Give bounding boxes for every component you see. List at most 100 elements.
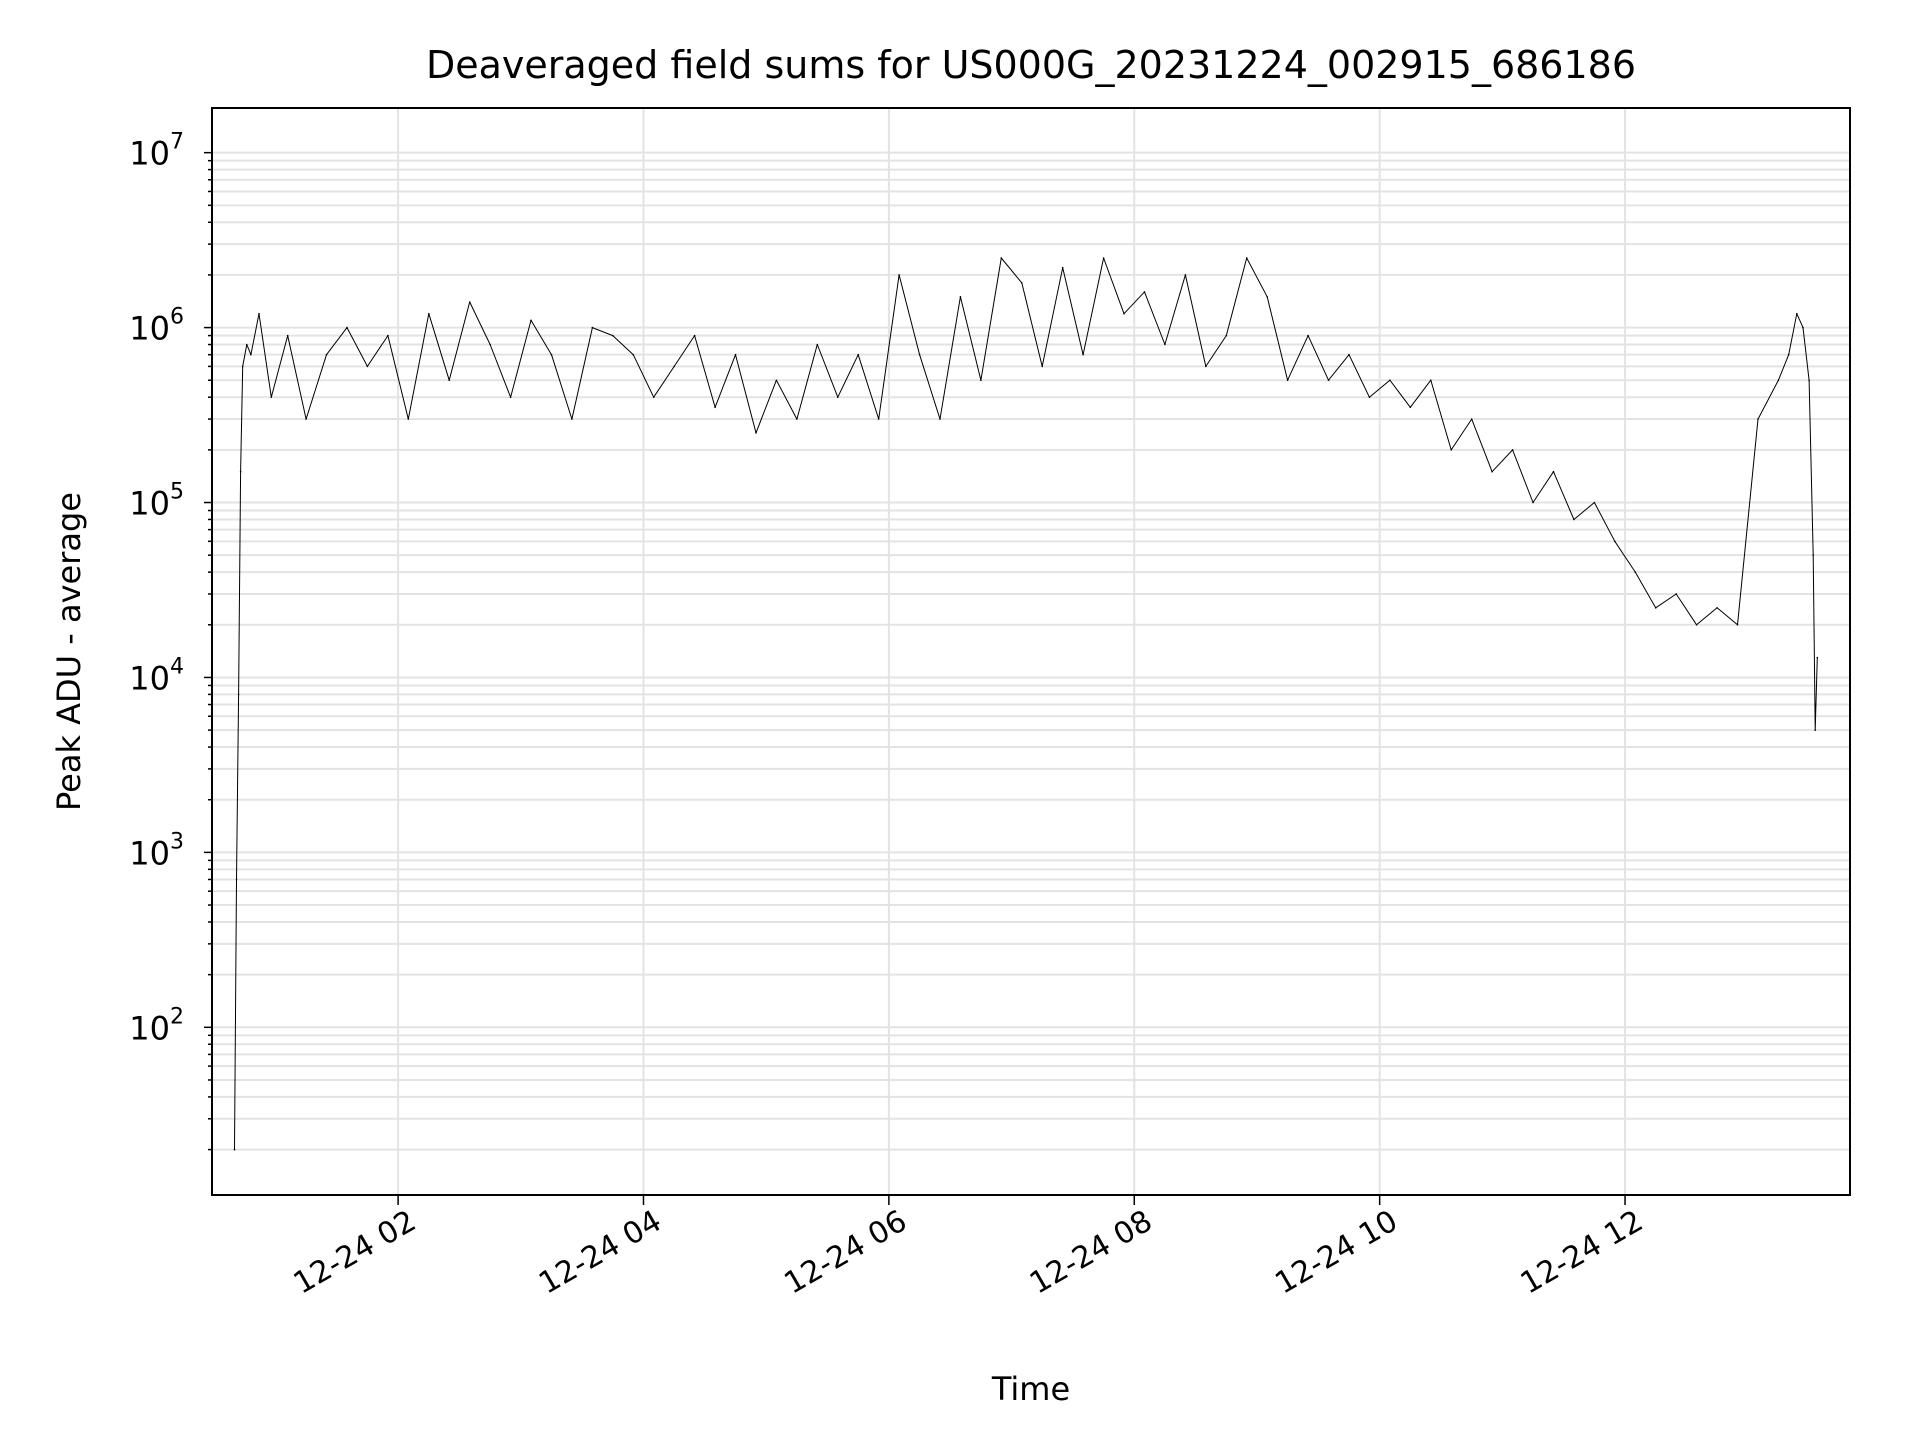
data-point	[1816, 656, 1819, 659]
data-point	[1796, 312, 1798, 315]
data-point	[1552, 470, 1555, 473]
data-point	[1511, 449, 1514, 451]
data-point	[239, 470, 242, 473]
data-point	[468, 301, 471, 303]
data-point	[1041, 365, 1044, 368]
data-point	[1695, 623, 1698, 626]
grid-lines	[212, 108, 1850, 1195]
data-point	[857, 353, 860, 356]
data-point	[1164, 343, 1166, 346]
data-point	[1614, 540, 1616, 543]
data-point	[693, 334, 696, 337]
data-point	[1286, 379, 1289, 382]
data-point	[1225, 334, 1228, 337]
data-point	[1409, 406, 1412, 409]
data-point	[959, 295, 962, 298]
y-tick-label: 105	[129, 480, 184, 523]
x-axis-label: Time	[991, 1370, 1070, 1408]
data-point	[1389, 379, 1391, 382]
data-point	[245, 343, 248, 346]
data-point	[325, 353, 328, 356]
data-point	[1716, 607, 1718, 609]
data-point	[233, 1148, 236, 1151]
data-point	[1470, 418, 1473, 420]
data-point	[1634, 571, 1637, 573]
series-line	[234, 257, 1818, 1150]
data-point	[305, 418, 307, 420]
data-point	[1000, 257, 1003, 259]
data-point	[939, 418, 941, 420]
data-point	[816, 343, 819, 346]
data-point	[652, 396, 655, 398]
data-point	[237, 693, 240, 696]
data-point	[775, 379, 778, 382]
data-point	[387, 334, 389, 337]
data-point	[1675, 593, 1677, 595]
data-point	[1573, 518, 1575, 521]
data-point	[1061, 266, 1064, 269]
data-point	[235, 878, 238, 881]
data-point	[1368, 396, 1371, 398]
data-point	[1245, 257, 1248, 259]
axes-frame	[211, 107, 1851, 1196]
data-point	[1532, 501, 1534, 504]
data-point	[1307, 334, 1309, 337]
chart-title: Deaveraged field sums for US000G_2023122…	[426, 43, 1636, 87]
data-point	[1450, 449, 1453, 451]
data-point	[1808, 379, 1810, 382]
data-point	[632, 353, 635, 356]
data-point	[1102, 257, 1105, 259]
data-point	[591, 326, 594, 329]
data-point	[714, 406, 716, 409]
data-point	[1348, 353, 1350, 356]
data-point	[734, 353, 737, 356]
data-point	[241, 365, 244, 368]
data-point	[346, 326, 348, 329]
data-point	[1327, 379, 1330, 382]
data-point	[612, 334, 614, 337]
data-point	[1491, 470, 1493, 473]
data-point	[918, 353, 921, 356]
data-point	[448, 379, 451, 382]
data-point	[530, 319, 532, 322]
data-point	[407, 418, 410, 420]
data-point	[755, 432, 757, 434]
data-point	[673, 365, 675, 368]
data-point	[1812, 554, 1814, 556]
data-point	[509, 396, 512, 398]
data-point	[1736, 623, 1739, 626]
data-point	[571, 418, 573, 420]
data-point	[1429, 379, 1432, 382]
data-point	[796, 418, 798, 420]
plot-area	[233, 257, 1819, 1151]
data-point	[489, 343, 491, 346]
data-point	[1757, 418, 1759, 420]
data-point	[1802, 326, 1804, 329]
data-point	[427, 312, 430, 315]
data-point	[250, 353, 252, 356]
data-point	[1777, 379, 1780, 382]
data-point	[366, 365, 369, 368]
data-point	[1787, 353, 1790, 356]
data-point	[877, 418, 880, 420]
data-point	[1814, 729, 1817, 731]
data-point	[258, 312, 260, 315]
data-point	[1184, 274, 1187, 276]
data-point	[1143, 291, 1146, 293]
data-point	[1082, 353, 1084, 356]
data-point	[550, 353, 553, 356]
data-point	[898, 274, 900, 276]
data-point	[286, 334, 289, 337]
data-point	[1205, 365, 1207, 368]
data-point	[1266, 295, 1268, 298]
data-point	[270, 396, 273, 398]
data-point	[1654, 607, 1657, 609]
data-point	[1020, 282, 1023, 284]
data-point	[1123, 312, 1125, 315]
y-axis-label: Peak ADU - average	[50, 492, 88, 811]
data-point	[980, 379, 982, 382]
data-point	[836, 396, 839, 398]
